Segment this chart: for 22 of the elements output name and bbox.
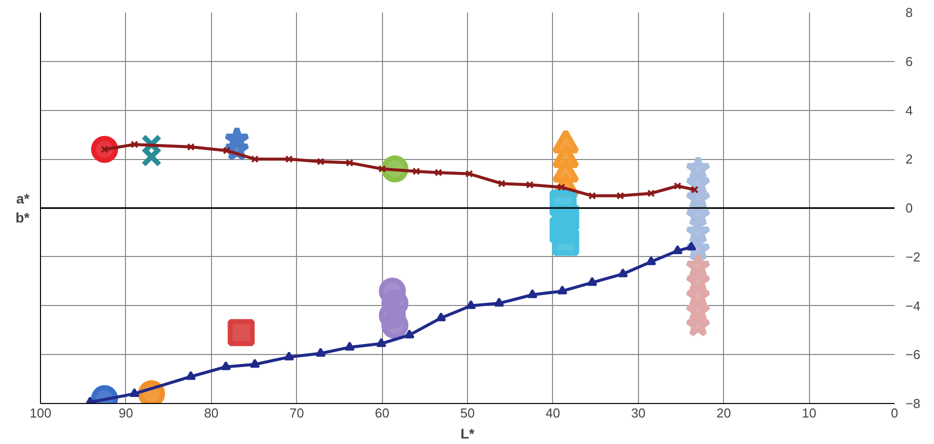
x-tick-label: 30 — [631, 406, 646, 420]
y-tick-label: −8 — [906, 396, 920, 411]
y-axis-title: a* b* — [16, 190, 30, 226]
x-tick-label: 60 — [374, 406, 390, 420]
y-tick-label: 4 — [906, 102, 913, 118]
y-tick-label: 2 — [906, 152, 913, 167]
y-tick-label: −2 — [906, 249, 920, 264]
x-tick-label: 20 — [716, 406, 731, 420]
y-tick-label: −4 — [906, 298, 920, 314]
y-tick-label: −6 — [906, 347, 920, 362]
x-tick-label: 100 — [30, 406, 52, 420]
x-tick-label: 90 — [118, 406, 134, 420]
x-tick-label: 70 — [289, 406, 304, 420]
x-tick-label: 40 — [546, 406, 560, 420]
y-tick-label: 6 — [906, 54, 913, 69]
x-tick-label: 80 — [204, 406, 219, 420]
x-axis-title: L* — [460, 426, 476, 442]
y-tick-label: 0 — [906, 200, 913, 216]
x-tick-label: 0 — [890, 406, 898, 420]
x-tick-label: 10 — [802, 406, 816, 420]
x-tick-label: 50 — [460, 406, 475, 420]
y-tick-label: 8 — [906, 5, 913, 20]
